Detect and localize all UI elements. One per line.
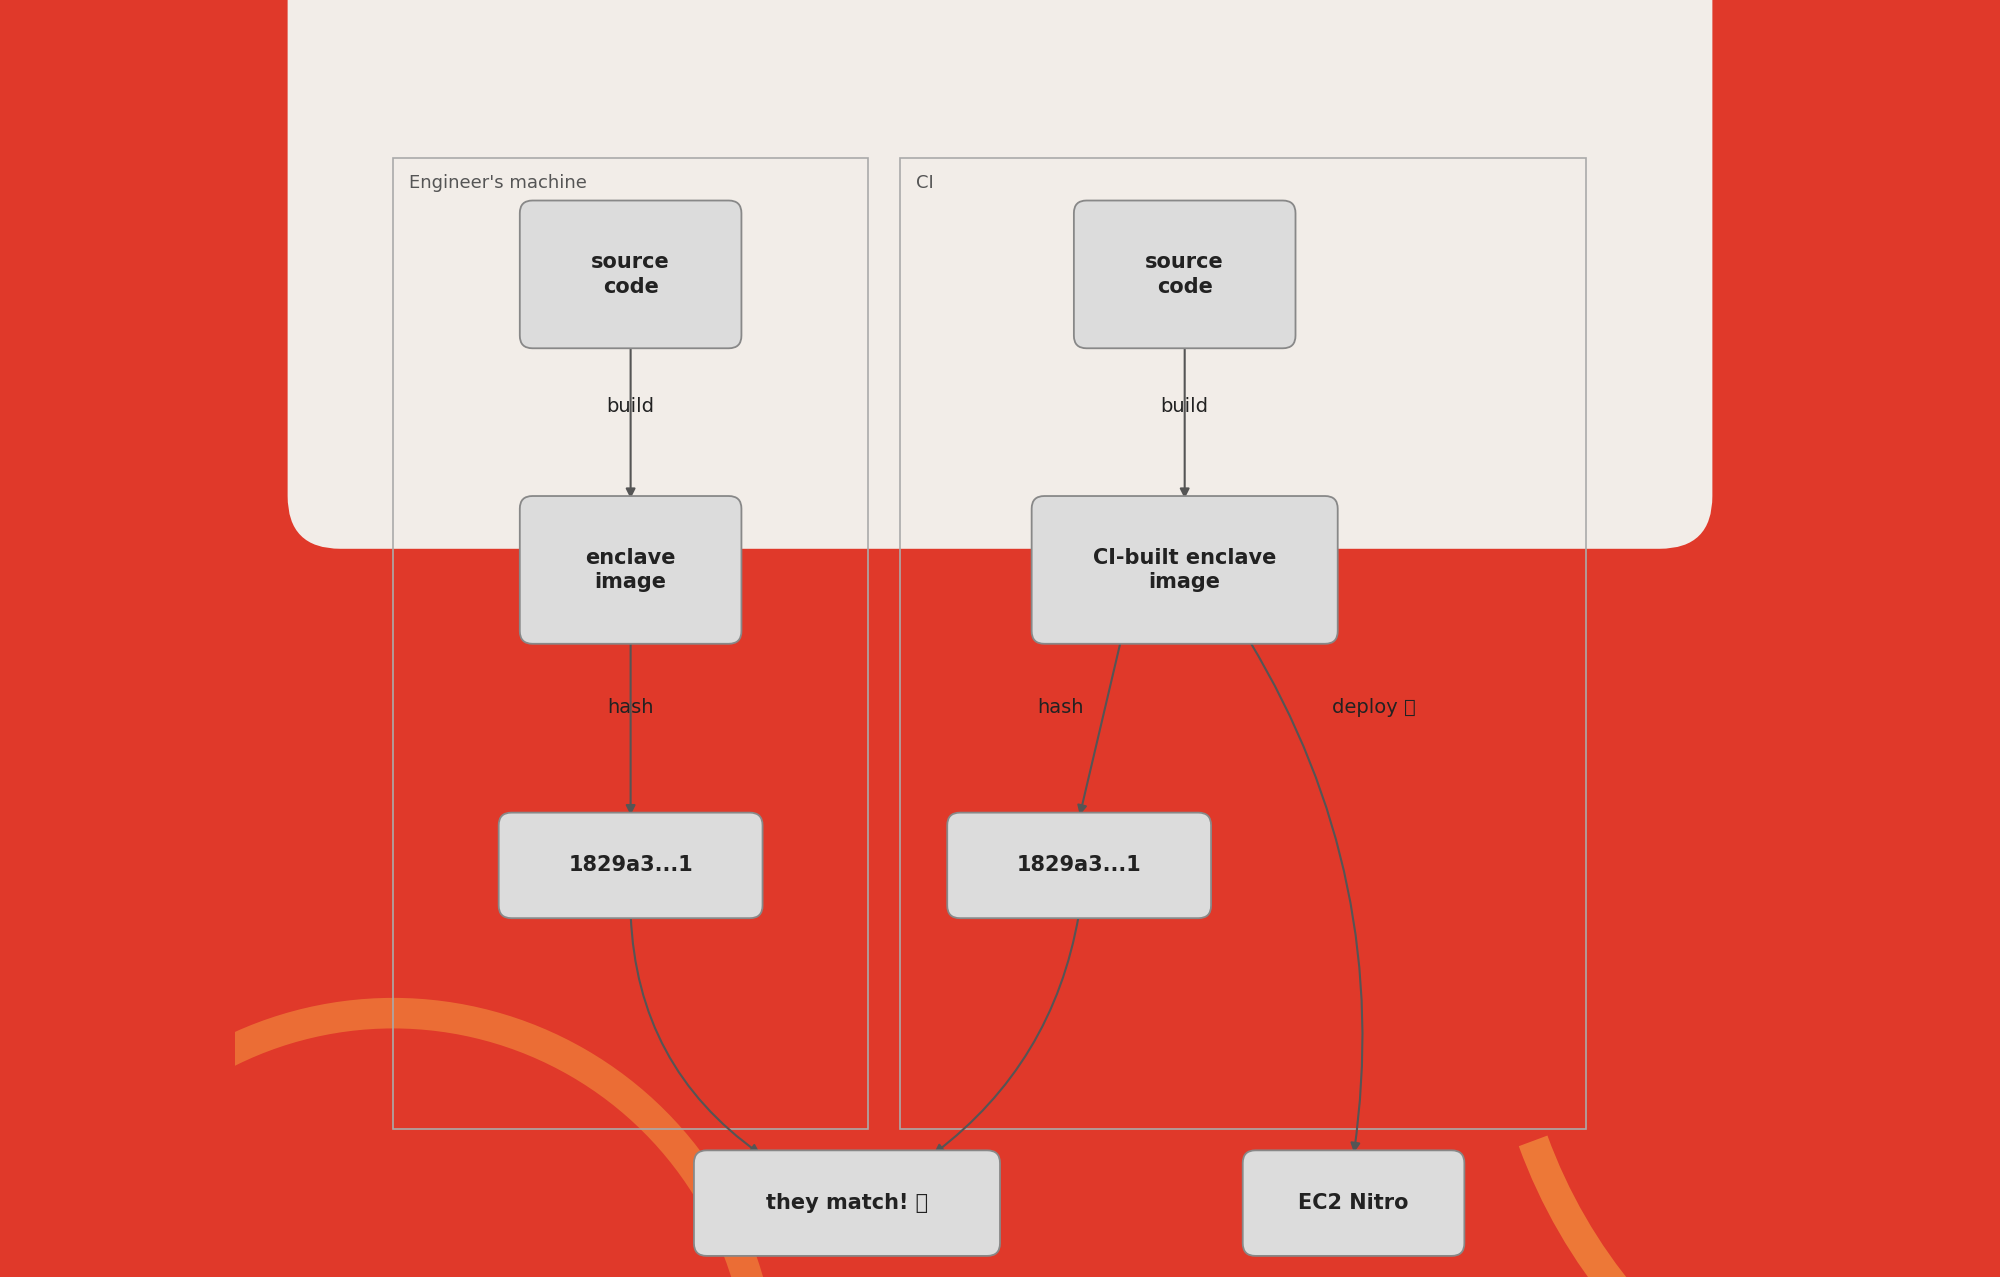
Text: deploy 🚀: deploy 🚀 [1332,697,1416,716]
FancyBboxPatch shape [288,0,1712,549]
Bar [900,158,1586,1129]
FancyBboxPatch shape [1074,200,1296,349]
Text: build: build [1160,397,1208,416]
Text: CI: CI [916,174,934,192]
Text: 1829a3...1: 1829a3...1 [568,856,692,876]
FancyBboxPatch shape [1032,495,1338,644]
Text: Engineer's machine: Engineer's machine [408,174,586,192]
Text: CI-built enclave
image: CI-built enclave image [1094,548,1276,593]
Text: hash: hash [1036,697,1084,716]
FancyBboxPatch shape [1242,1151,1464,1255]
Text: EC2 Nitro: EC2 Nitro [1298,1193,1408,1213]
Text: 1829a3...1: 1829a3...1 [1016,856,1142,876]
Text: source
code: source code [592,252,670,296]
FancyBboxPatch shape [498,812,762,918]
FancyBboxPatch shape [520,200,742,349]
FancyBboxPatch shape [520,495,742,644]
FancyBboxPatch shape [948,812,1212,918]
Bar [394,158,868,1129]
Text: source
code: source code [1146,252,1224,296]
FancyBboxPatch shape [694,1151,1000,1255]
Text: build: build [606,397,654,416]
Text: they match! ✅: they match! ✅ [766,1193,928,1213]
Text: enclave
image: enclave image [586,548,676,593]
Text: hash: hash [608,697,654,716]
